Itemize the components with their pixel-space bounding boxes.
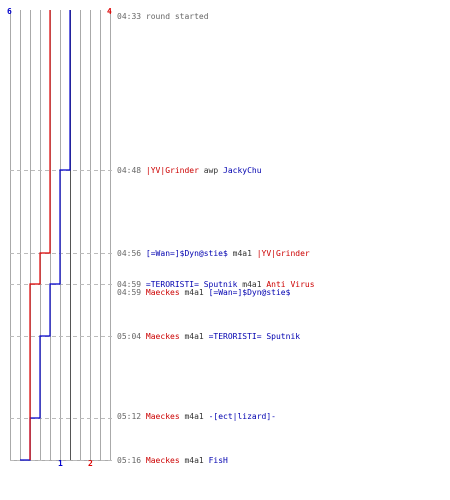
event-row: 04:48 |YV|Grinder awp JackyChu: [117, 166, 262, 175]
event-time: 04:48: [117, 166, 142, 175]
victim-name: [=Wan=]$Dyn@stie$: [208, 288, 291, 297]
event-time: 04:33: [117, 12, 142, 21]
event-row: 04:59 Maeckes m4a1 [=Wan=]$Dyn@stie$: [117, 288, 290, 297]
weapon-name: m4a1: [184, 332, 204, 341]
killer-name: =TERORISTI= Sputnik: [145, 280, 238, 289]
event-row: 05:04 Maeckes m4a1 =TERORISTI= Sputnik: [117, 332, 300, 341]
event-message: round started: [145, 12, 209, 21]
victim-name: -[ect|lizard]-: [208, 412, 276, 421]
red-start-score: 4: [107, 7, 112, 16]
killer-name: Maeckes: [145, 288, 180, 297]
weapon-name: m4a1: [184, 412, 204, 421]
event-time: 05:12: [117, 412, 142, 421]
red-end-score: 2: [88, 459, 93, 468]
event-time: 05:04: [117, 332, 142, 341]
blue-start-score: 6: [7, 7, 12, 16]
event-row: 04:33 round started: [117, 12, 209, 21]
victim-name: =TERORISTI= Sputnik: [208, 332, 301, 341]
weapon-name: m4a1: [184, 288, 204, 297]
killer-name: Maeckes: [145, 332, 180, 341]
weapon-name: m4a1: [232, 249, 252, 258]
event-row: 04:56 [=Wan=]$Dyn@stie$ m4a1 |YV|Grinder: [117, 249, 310, 258]
victim-name: |YV|Grinder: [256, 249, 310, 258]
event-row: 04:59 =TERORISTI= Sputnik m4a1 Anti Viru…: [117, 280, 315, 289]
blue-end-score: 1: [58, 459, 63, 468]
event-time: 05:16: [117, 456, 142, 465]
victim-name: Anti Virus: [266, 280, 315, 289]
weapon-name: awp: [203, 166, 219, 175]
event-time: 04:59: [117, 280, 142, 289]
event-row: 05:16 Maeckes m4a1 FisH: [117, 456, 228, 465]
weapon-name: m4a1: [242, 280, 262, 289]
killer-name: |YV|Grinder: [145, 166, 199, 175]
killer-name: [=Wan=]$Dyn@stie$: [145, 249, 228, 258]
victim-name: JackyChu: [223, 166, 262, 175]
event-time: 04:59: [117, 288, 142, 297]
victim-name: FisH: [208, 456, 228, 465]
weapon-name: m4a1: [184, 456, 204, 465]
event-row: 05:12 Maeckes m4a1 -[ect|lizard]-: [117, 412, 276, 421]
killer-name: Maeckes: [145, 412, 180, 421]
event-time: 04:56: [117, 249, 142, 258]
killer-name: Maeckes: [145, 456, 180, 465]
red-team-line: [29, 10, 51, 460]
blue-team-line: [20, 10, 71, 461]
